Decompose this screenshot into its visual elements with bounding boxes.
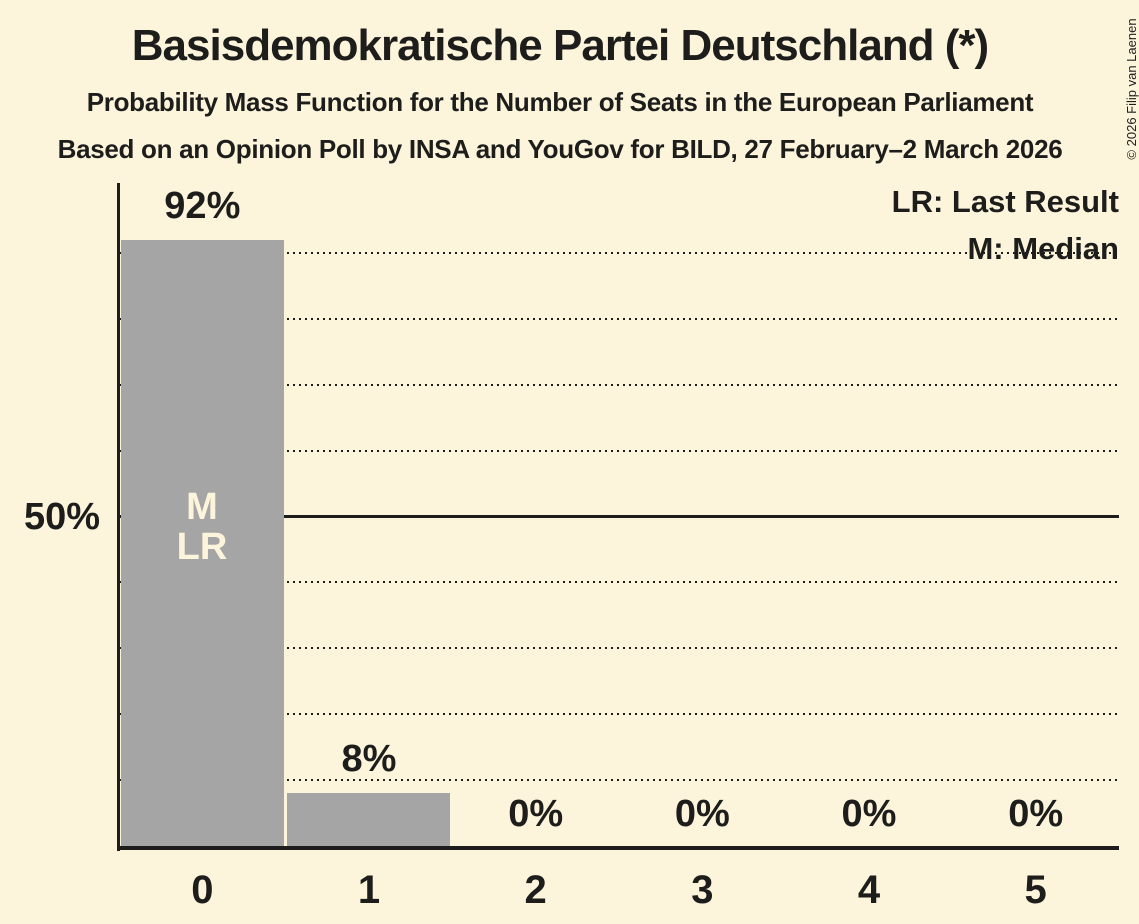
y-axis-tick-50: 50% (23, 496, 100, 538)
x-axis-line (117, 846, 1119, 850)
bar-seats-0 (120, 239, 284, 846)
gridline-dotted-70 (119, 383, 1119, 386)
gridline-solid-50 (119, 515, 1119, 518)
chart-source-line: Based on an Opinion Poll by INSA and You… (57, 134, 1063, 164)
x-axis-label-1: 1 (357, 868, 381, 912)
gridline-dotted-20 (119, 713, 1119, 716)
value-label-seats-5: 0% (1008, 793, 1064, 835)
y-axis-line (117, 183, 120, 851)
gridline-dotted-80 (119, 317, 1119, 320)
value-label-seats-2: 0% (508, 793, 564, 835)
x-axis-label-5: 5 (1024, 868, 1047, 912)
value-label-seats-4: 0% (841, 793, 897, 835)
bar-seats-1 (287, 793, 451, 846)
chart-subtitle: Probability Mass Function for the Number… (86, 87, 1034, 117)
bar-annotation-seat-0: M LR (119, 487, 285, 567)
chart-legend: LR: Last Result M: Median (892, 178, 1119, 272)
x-axis-label-3: 3 (691, 868, 714, 912)
value-label-seats-1: 8% (341, 738, 397, 781)
gridline-dotted-90 (119, 251, 1119, 254)
legend-median: M: Median (967, 231, 1119, 266)
chart-title: Basisdemokratische Partei Deutschland (*… (131, 21, 989, 70)
gridline-dotted-30 (119, 647, 1119, 650)
gridline-dotted-60 (119, 449, 1119, 452)
median-marker: M (186, 486, 218, 528)
legend-last-result: LR: Last Result (891, 184, 1119, 219)
gridline-dotted-10 (119, 779, 1119, 782)
value-label-seats-3: 0% (674, 793, 730, 835)
x-axis-label-2: 2 (524, 868, 547, 912)
x-axis-label-4: 4 (857, 868, 881, 912)
value-label-seats-0: 92% (164, 184, 241, 227)
gridline-dotted-40 (119, 581, 1119, 584)
last-result-marker: LR (176, 526, 228, 568)
x-axis-label-0: 0 (191, 868, 214, 912)
